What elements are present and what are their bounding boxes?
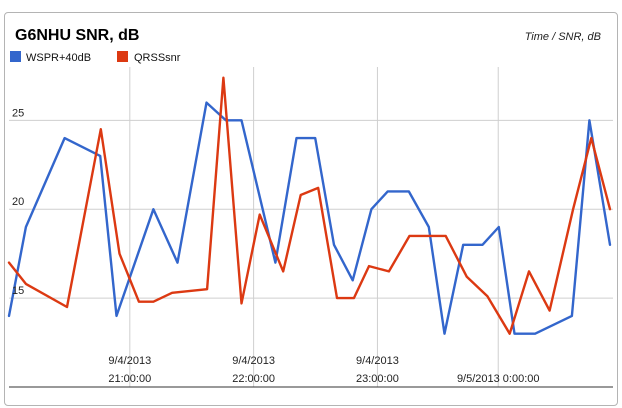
series-layer [7, 76, 612, 335]
x-tick-label-date-1: 9/4/2013 [232, 355, 275, 367]
legend-swatch-series-1 [117, 51, 128, 62]
chart-svg: G6NHU SNR, dB Time / SNR, dB WSPR+40dB Q… [7, 27, 613, 388]
legend-label-series-1: QRSSsnr [134, 52, 181, 64]
legend-item-series-1[interactable]: QRSSsnr [117, 51, 181, 64]
legend-item-series-0[interactable]: WSPR+40dB [10, 51, 91, 64]
x-tick-label-time-0: 21:00:00 [108, 373, 151, 385]
tick-layer: 25 20 15 9/4/2013 21:00:00 9/4/2013 22:00:00 9/… [12, 107, 540, 385]
legend: WSPR+40dB QRSSsnr [10, 51, 181, 64]
series-line-0[interactable] [7, 101, 612, 335]
y-tick-label-0: 25 [12, 107, 24, 119]
legend-swatch-series-0 [10, 51, 21, 62]
chart-title: G6NHU SNR, dB [15, 27, 139, 44]
x-tick-label-date-0: 9/4/2013 [108, 355, 151, 367]
x-tick-label-time-1: 22:00:00 [232, 373, 275, 385]
x-tick-label-time-3: 9/5/2013 0:00:00 [457, 373, 540, 385]
x-tick-label-time-2: 23:00:00 [356, 373, 399, 385]
y-tick-label-2: 15 [12, 285, 24, 297]
chart-subtitle: Time / SNR, dB [525, 31, 601, 43]
y-tick-label-1: 20 [12, 196, 24, 208]
legend-label-series-0: WSPR+40dB [26, 52, 91, 64]
series-line-1[interactable] [7, 76, 612, 335]
x-tick-label-date-2: 9/4/2013 [356, 355, 399, 367]
chart-frame: G6NHU SNR, dB Time / SNR, dB WSPR+40dB Q… [4, 12, 618, 406]
grid-layer [9, 67, 613, 388]
